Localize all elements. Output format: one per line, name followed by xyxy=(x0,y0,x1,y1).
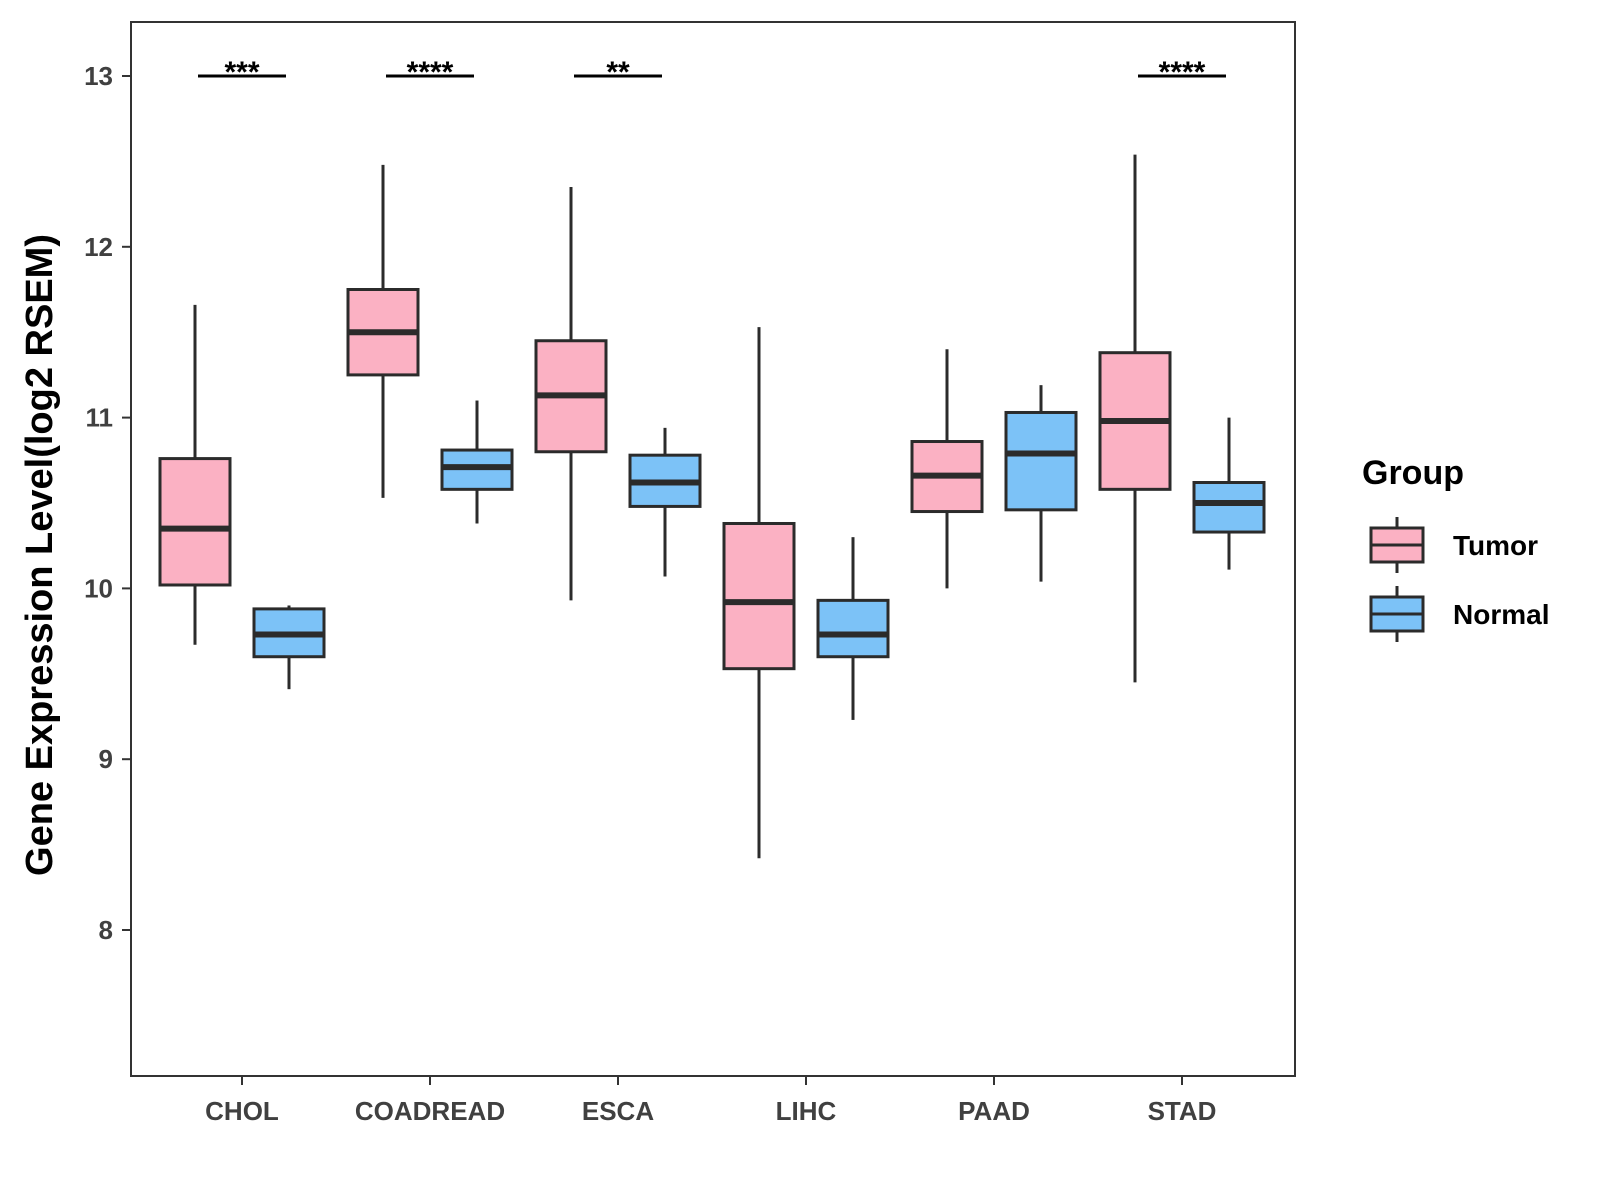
legend-item-tumor: Tumor xyxy=(1369,517,1538,573)
box-tumor-stad xyxy=(1098,154,1172,683)
box-normal-coadread xyxy=(440,400,514,524)
y-tick-label: 10 xyxy=(84,573,113,603)
x-tick-label-paad: PAAD xyxy=(958,1096,1030,1126)
box-tumor-lihc xyxy=(722,327,796,859)
y-tick-label: 8 xyxy=(99,915,113,945)
y-axis-label: Gene Expression Level(log2 RSEM) xyxy=(19,234,61,876)
box-tumor-coadread xyxy=(346,164,420,498)
plot-panel xyxy=(130,21,1296,1077)
box-tumor-esca xyxy=(534,187,608,601)
y-tick-label: 12 xyxy=(84,232,113,262)
legend-item-normal: Normal xyxy=(1369,586,1549,642)
x-tick-label-coadread: COADREAD xyxy=(355,1096,505,1126)
significance-label: **** xyxy=(407,56,454,89)
box-iqr xyxy=(722,521,796,671)
x-tick-label-stad: STAD xyxy=(1148,1096,1217,1126)
legend-label: Tumor xyxy=(1453,530,1538,561)
legend-title: Group xyxy=(1362,454,1464,492)
x-tick-label-chol: CHOL xyxy=(205,1096,279,1126)
y-tick-label: 11 xyxy=(86,403,114,433)
box-normal-paad xyxy=(1004,385,1078,582)
box-iqr xyxy=(1192,481,1266,534)
box-tumor-paad xyxy=(910,349,984,589)
y-tick-label: 13 xyxy=(84,61,113,91)
significance-label: *** xyxy=(224,56,259,89)
box-normal-stad xyxy=(1192,417,1266,570)
x-tick-label-lihc: LIHC xyxy=(776,1096,837,1126)
significance-annotations: *** **** ** **** xyxy=(198,56,1226,89)
box-tumor-chol xyxy=(158,304,232,645)
y-axis: 8 9 10 11 12 13 xyxy=(84,61,131,945)
x-tick-label-esca: ESCA xyxy=(582,1096,654,1126)
box-iqr xyxy=(816,598,890,659)
box-series xyxy=(158,154,1266,859)
box-normal-lihc xyxy=(816,537,890,720)
box-normal-esca xyxy=(628,427,702,577)
box-normal-chol xyxy=(252,605,326,690)
legend: Group Tumor Normal xyxy=(1362,454,1549,642)
box-iqr xyxy=(1004,410,1078,512)
x-axis: CHOL COADREAD ESCA LIHC PAAD STAD xyxy=(205,1076,1216,1126)
legend-label: Normal xyxy=(1453,599,1549,630)
significance-label: ** xyxy=(606,56,630,89)
box-iqr xyxy=(158,457,232,587)
significance-label: **** xyxy=(1159,56,1206,89)
y-tick-label: 9 xyxy=(99,744,113,774)
